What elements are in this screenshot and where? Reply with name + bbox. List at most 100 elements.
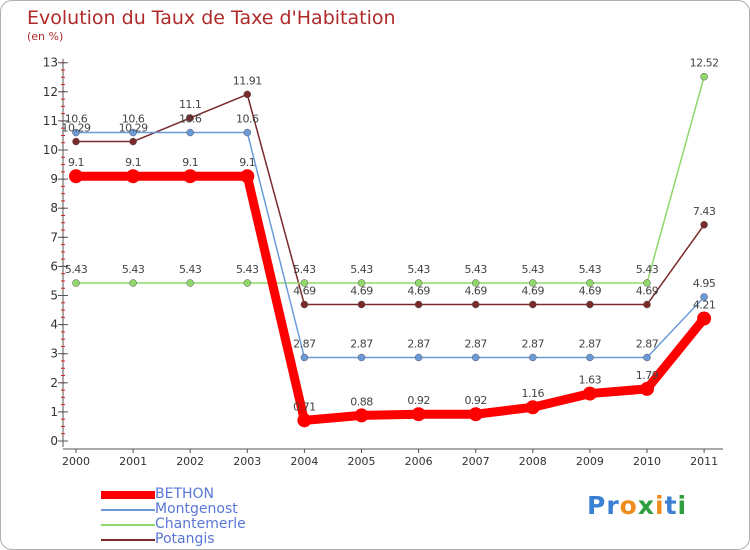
x-tick-label: 2006 bbox=[405, 455, 433, 468]
data-label: 5.43 bbox=[636, 263, 659, 276]
data-point bbox=[640, 381, 654, 396]
y-tick-label: 1 bbox=[50, 405, 58, 419]
x-tick-label: 2010 bbox=[633, 455, 661, 468]
data-label: 7.43 bbox=[693, 205, 716, 218]
data-point bbox=[643, 300, 651, 309]
data-point bbox=[297, 413, 312, 428]
data-point bbox=[700, 221, 708, 229]
logo-letter: r bbox=[606, 491, 620, 520]
data-point bbox=[582, 386, 597, 401]
data-label: 5.43 bbox=[65, 263, 88, 276]
data-point bbox=[300, 353, 309, 362]
data-label: 0.71 bbox=[293, 400, 316, 413]
data-label: 5.43 bbox=[122, 263, 145, 276]
data-label: 1.16 bbox=[522, 387, 545, 400]
data-label: 12.52 bbox=[690, 57, 719, 70]
data-point bbox=[129, 137, 137, 146]
y-tick-label: 5 bbox=[50, 289, 58, 303]
data-label: 2.87 bbox=[407, 337, 430, 350]
logo-letter: t bbox=[664, 491, 678, 520]
data-label: 1.63 bbox=[579, 374, 602, 387]
data-label: 5.43 bbox=[522, 263, 545, 276]
y-tick-label: 7 bbox=[50, 230, 58, 244]
y-tick-label: 3 bbox=[50, 347, 58, 361]
data-label: 4.69 bbox=[636, 285, 659, 298]
data-point bbox=[183, 169, 198, 184]
data-point bbox=[471, 300, 480, 309]
y-tick-label: 8 bbox=[50, 201, 58, 215]
data-label: 2.87 bbox=[579, 337, 602, 350]
data-point bbox=[700, 293, 708, 301]
legend-label: Montgenost bbox=[155, 501, 238, 517]
data-point bbox=[411, 407, 426, 422]
series-line-bethon bbox=[71, 171, 709, 425]
data-point bbox=[186, 128, 194, 137]
data-label: 5.43 bbox=[464, 263, 487, 276]
chart-title: Evolution du Taux de Taxe d'Habitation bbox=[27, 7, 396, 29]
data-label: 2.87 bbox=[522, 337, 545, 350]
data-point bbox=[414, 353, 423, 362]
data-label: 4.69 bbox=[407, 285, 430, 298]
legend-swatch bbox=[101, 524, 155, 526]
x-tick-label: 2003 bbox=[233, 455, 261, 468]
data-label: 4.21 bbox=[693, 298, 716, 311]
data-point bbox=[643, 279, 651, 287]
data-point bbox=[529, 300, 537, 309]
data-label: 9.1 bbox=[125, 156, 141, 169]
data-point bbox=[468, 407, 483, 422]
series-line-montgenost bbox=[75, 131, 705, 359]
data-point bbox=[300, 300, 309, 309]
y-tick-label: 6 bbox=[50, 259, 58, 273]
data-point bbox=[300, 279, 309, 287]
data-label: 10.6 bbox=[122, 113, 145, 126]
data-point bbox=[243, 279, 252, 287]
data-label: 10.29 bbox=[119, 122, 148, 135]
data-point bbox=[72, 128, 80, 137]
x-tick-label: 2007 bbox=[462, 455, 490, 468]
data-point bbox=[586, 353, 594, 362]
data-point bbox=[357, 279, 366, 287]
data-label: 2.87 bbox=[636, 337, 659, 350]
legend-label: Potangis bbox=[155, 531, 215, 547]
legend-swatch bbox=[101, 509, 155, 511]
data-point bbox=[471, 279, 480, 287]
x-tick-label: 2001 bbox=[119, 455, 147, 468]
y-tick-label: 4 bbox=[50, 318, 58, 332]
data-point bbox=[126, 169, 141, 184]
data-label: 9.1 bbox=[182, 156, 198, 169]
logo-letter: o bbox=[619, 491, 638, 520]
y-tick-label: 2 bbox=[50, 376, 58, 390]
data-point bbox=[357, 300, 366, 309]
data-label: 0.92 bbox=[464, 394, 487, 407]
data-point bbox=[414, 279, 423, 287]
y-tick-label: 0 bbox=[50, 434, 58, 448]
x-tick-label: 2008 bbox=[519, 455, 547, 468]
data-label: 4.69 bbox=[350, 285, 373, 298]
x-tick-label: 2002 bbox=[176, 455, 204, 468]
series-line-chantemerle bbox=[75, 75, 705, 284]
data-point bbox=[243, 90, 252, 99]
y-tick-label: 12 bbox=[43, 85, 58, 99]
data-label: 9.1 bbox=[68, 156, 84, 169]
data-label: 4.69 bbox=[293, 285, 316, 298]
data-point bbox=[529, 353, 537, 362]
data-point bbox=[700, 72, 708, 81]
legend-swatch bbox=[101, 539, 155, 541]
data-label: 2.87 bbox=[464, 337, 487, 350]
series-line-potangis bbox=[75, 93, 705, 306]
data-label: 11.1 bbox=[179, 98, 202, 111]
data-point bbox=[354, 408, 369, 423]
data-point bbox=[414, 300, 423, 309]
data-label: 5.43 bbox=[407, 263, 430, 276]
chart-subtitle: (en %) bbox=[27, 30, 64, 43]
data-point bbox=[643, 353, 651, 362]
logo-letter: i bbox=[655, 491, 665, 520]
data-point bbox=[129, 279, 137, 287]
data-point bbox=[586, 300, 594, 309]
x-tick-label: 2011 bbox=[690, 455, 718, 468]
data-point bbox=[586, 279, 594, 287]
data-label: 4.69 bbox=[522, 285, 545, 298]
data-label: 4.95 bbox=[693, 277, 716, 290]
